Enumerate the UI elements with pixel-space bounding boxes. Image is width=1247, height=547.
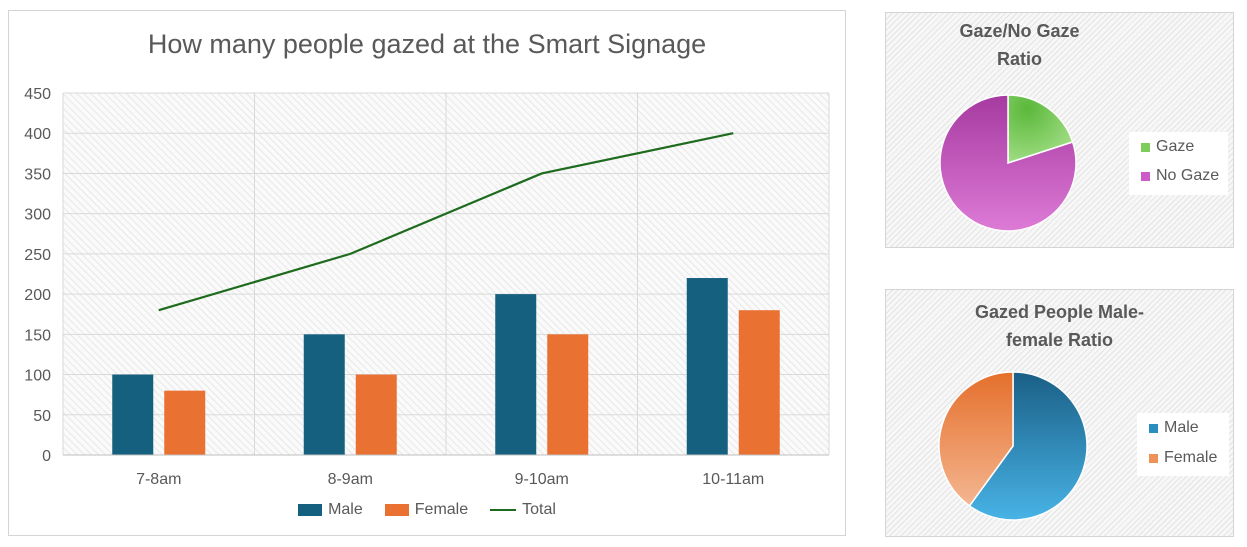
y-tick-label: 250 xyxy=(24,247,51,264)
legend-swatch-pie-female xyxy=(1149,453,1158,463)
bar-male xyxy=(495,294,537,455)
gaze-pie-legend: Gaze No Gaze xyxy=(1129,132,1228,195)
x-tick-label: 10-11am xyxy=(702,471,764,488)
bar-female xyxy=(355,374,397,455)
gaze-pie-title: Gaze/No Gaze Ratio xyxy=(959,21,1080,69)
y-tick-label: 300 xyxy=(24,207,51,224)
legend-item-gaze: Gaze xyxy=(1141,138,1194,156)
gaze-pie-panel: Gaze/No Gaze Ratio Gaze No Gaze xyxy=(885,12,1234,248)
legend-item-pie-male: Male xyxy=(1149,419,1199,437)
line-total xyxy=(158,132,734,312)
pie-slice-gaze xyxy=(1007,94,1074,165)
legend-label-female: Female xyxy=(414,501,469,518)
pie-slice-no-gaze xyxy=(939,94,1077,232)
bar-chart-legend: Male Female Total xyxy=(9,501,845,519)
y-tick-label: 350 xyxy=(24,166,51,183)
legend-swatch-no-gaze xyxy=(1141,171,1150,181)
legend-item-no-gaze: No Gaze xyxy=(1141,167,1219,185)
y-tick-label: 100 xyxy=(24,368,51,385)
bar-male xyxy=(303,334,345,455)
y-tick-label: 150 xyxy=(24,327,51,344)
bar-chart-panel: How many people gazed at the Smart Signa… xyxy=(8,10,846,536)
gender-pie-svg xyxy=(938,371,1088,521)
legend-label-pie-male: Male xyxy=(1164,419,1199,436)
legend-label-male: Male xyxy=(328,501,363,518)
bar-female xyxy=(738,310,780,455)
y-tick-label: 400 xyxy=(24,126,51,143)
pie-slice-male xyxy=(968,371,1088,521)
bar-female xyxy=(547,334,589,455)
x-tick-label: 8-9am xyxy=(328,471,373,488)
legend-swatch-total xyxy=(490,509,517,511)
legend-item-pie-female: Female xyxy=(1149,449,1217,467)
y-tick-label: 450 xyxy=(24,86,51,103)
legend-label-total: Total xyxy=(522,501,556,518)
legend-label-gaze: Gaze xyxy=(1156,138,1195,155)
legend-swatch-female xyxy=(384,504,409,516)
legend-swatch-male xyxy=(298,504,323,516)
legend-swatch-pie-male xyxy=(1149,423,1158,433)
gender-pie-title-text: Gazed People Male-female Ratio xyxy=(974,302,1145,350)
gender-pie-title: Gazed People Male-female Ratio xyxy=(906,298,1213,354)
bar-male xyxy=(686,278,728,455)
bar-female xyxy=(164,390,206,455)
legend-label-no-gaze: No Gaze xyxy=(1156,167,1220,184)
legend-item-male: Male xyxy=(298,501,363,519)
y-tick-label: 50 xyxy=(33,408,51,425)
bar-chart-svg: 0 50 100 150 200 250 300 350 400 450 7-8am 8-9am 9-1… xyxy=(24,86,830,488)
bar-chart-title: How many people gazed at the Smart Signa… xyxy=(147,29,707,59)
legend-item-total: Total xyxy=(490,501,556,519)
gender-pie-legend: Male Female xyxy=(1137,413,1229,476)
gender-pie-panel: Gazed People Male-female Ratio Male Fema… xyxy=(885,289,1234,537)
y-tick-label: 200 xyxy=(24,287,51,304)
x-tick-label: 7-8am xyxy=(136,471,181,488)
legend-item-female: Female xyxy=(384,501,469,519)
y-tick-label: 0 xyxy=(42,448,51,465)
x-tick-label: 9-10am xyxy=(515,471,569,488)
legend-label-pie-female: Female xyxy=(1164,449,1218,466)
gaze-pie-svg xyxy=(939,94,1077,232)
pie-slice-female xyxy=(938,371,1014,507)
bar-male xyxy=(112,374,154,455)
legend-swatch-gaze xyxy=(1141,142,1150,152)
